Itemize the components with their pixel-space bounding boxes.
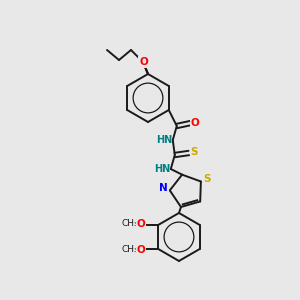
Text: CH₃: CH₃ xyxy=(122,220,139,229)
Text: HN: HN xyxy=(154,164,170,174)
Text: O: O xyxy=(137,245,146,255)
Text: O: O xyxy=(137,219,146,229)
Text: S: S xyxy=(203,175,211,184)
Text: CH₃: CH₃ xyxy=(122,245,139,254)
Text: O: O xyxy=(140,57,148,67)
Text: S: S xyxy=(190,147,197,157)
Text: O: O xyxy=(190,118,199,128)
Text: N: N xyxy=(159,183,168,194)
Text: HN: HN xyxy=(156,135,172,145)
Text: O: O xyxy=(139,57,147,67)
